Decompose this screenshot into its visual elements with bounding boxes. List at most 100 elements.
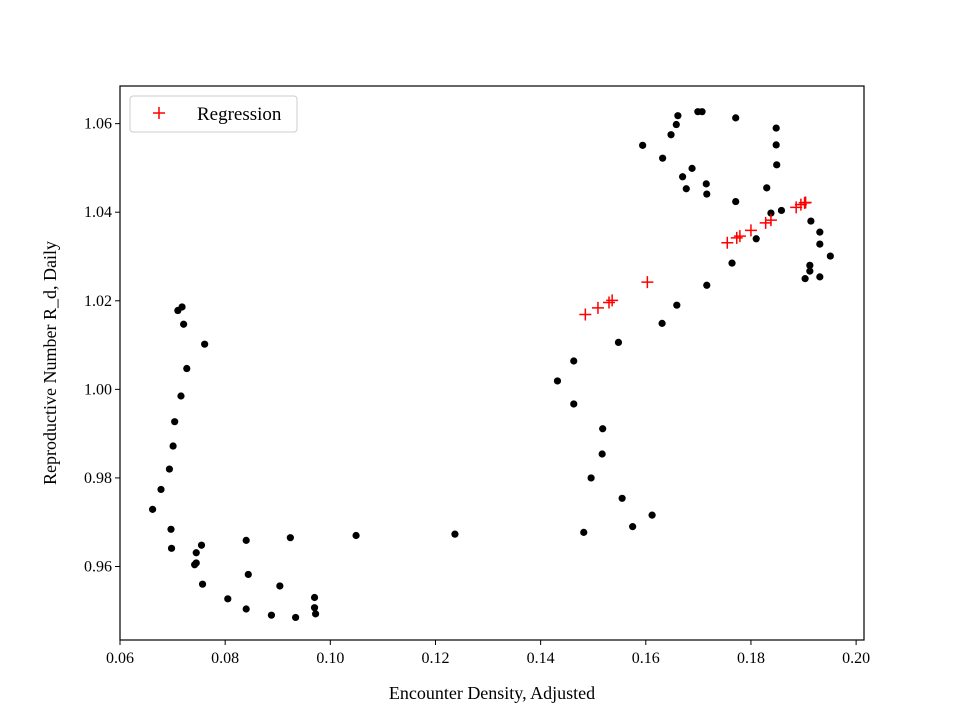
data-point	[242, 536, 250, 544]
x-tick-label: 0.14	[527, 650, 555, 667]
data-point	[826, 252, 834, 260]
data-point	[165, 465, 174, 473]
data-point	[773, 161, 781, 169]
x-axis-label: Encounter Density, Adjusted	[389, 683, 595, 703]
x-axis-ticks: 0.06 0.08 0.10 0.12 0.14 0.16 0.18 0.20	[106, 640, 870, 667]
data-point	[698, 108, 706, 116]
x-tick-label: 0.12	[421, 650, 449, 667]
data-point	[598, 450, 606, 458]
data-point	[772, 141, 780, 149]
data-point	[752, 235, 760, 243]
data-point	[244, 570, 252, 579]
data-point	[352, 531, 360, 540]
data-point	[311, 610, 320, 618]
y-tick-label: 1.06	[84, 116, 112, 133]
legend-plus-marker	[153, 107, 165, 119]
regression-point	[641, 276, 654, 289]
data-point	[816, 240, 824, 248]
x-tick-label: 0.06	[106, 650, 134, 667]
data-point	[599, 425, 607, 433]
data-point	[201, 340, 209, 348]
y-axis-ticks: 0.96 0.98 1.00 1.02 1.04 1.06	[84, 116, 120, 575]
regression-point	[579, 308, 592, 321]
data-point	[580, 528, 588, 536]
regression-point	[591, 301, 604, 314]
regression-point	[721, 236, 734, 249]
data-point	[310, 593, 319, 602]
data-point	[276, 582, 284, 590]
data-point	[629, 523, 637, 531]
x-tick-label: 0.18	[737, 650, 765, 667]
data-point	[639, 141, 647, 149]
data-point	[451, 530, 459, 538]
data-point	[192, 559, 200, 567]
data-point	[659, 154, 667, 162]
y-tick-label: 0.98	[84, 470, 112, 487]
x-tick-label: 0.16	[632, 650, 660, 667]
y-tick-label: 1.04	[84, 204, 112, 221]
data-point	[614, 338, 623, 347]
data-point	[807, 217, 815, 225]
data-point	[167, 525, 175, 533]
legend-box	[129, 95, 298, 133]
x-tick-label: 0.08	[211, 650, 239, 667]
legend: Regression	[129, 95, 298, 133]
data-point	[618, 494, 626, 502]
data-point	[816, 228, 824, 236]
data-point	[167, 544, 176, 552]
data-point	[292, 613, 300, 622]
data-point	[703, 281, 711, 289]
data-point	[648, 511, 656, 519]
x-tick-label: 0.20	[842, 650, 870, 667]
data-point	[801, 275, 809, 283]
data-point	[310, 604, 319, 612]
data-point	[198, 580, 207, 588]
data-point	[702, 180, 710, 188]
x-tick-label: 0.10	[316, 650, 344, 667]
regression-point	[730, 231, 743, 244]
data-point	[672, 120, 680, 129]
regression-point	[606, 294, 619, 307]
data-point	[570, 400, 578, 408]
data-point	[148, 505, 157, 513]
y-tick-label: 1.00	[84, 381, 112, 398]
data-point	[242, 605, 250, 613]
regression-point	[733, 230, 746, 243]
data-point	[682, 185, 690, 193]
y-tick-label: 1.02	[84, 293, 112, 310]
data-point	[732, 197, 740, 206]
data-point	[183, 364, 191, 373]
data-point	[178, 303, 186, 311]
data-point	[806, 267, 814, 275]
data-point	[674, 112, 682, 120]
data-point	[658, 319, 666, 327]
data-point	[267, 611, 276, 619]
data-point	[679, 173, 687, 181]
data-point	[772, 124, 780, 132]
legend-label-regression: Regression	[197, 104, 282, 125]
data-point	[197, 541, 206, 549]
data-point	[703, 190, 711, 198]
data-point	[180, 320, 188, 328]
y-tick-label: 0.96	[84, 558, 112, 575]
regression-point	[602, 296, 615, 309]
plot-frame	[119, 85, 865, 641]
regression-point	[759, 216, 772, 229]
data-point	[157, 485, 165, 494]
regression-point	[764, 214, 777, 227]
data-point	[673, 301, 681, 309]
data-point	[777, 206, 786, 215]
data-point	[192, 549, 200, 557]
data-point	[587, 474, 595, 482]
regression-point	[744, 224, 757, 237]
data-point	[553, 377, 562, 385]
data-point	[667, 131, 675, 139]
data-point	[728, 259, 736, 267]
data-point	[169, 442, 177, 450]
plot-marks	[148, 108, 834, 622]
data-point	[224, 595, 232, 603]
data-point	[732, 114, 740, 122]
data-point	[816, 273, 824, 281]
data-point	[171, 418, 179, 426]
